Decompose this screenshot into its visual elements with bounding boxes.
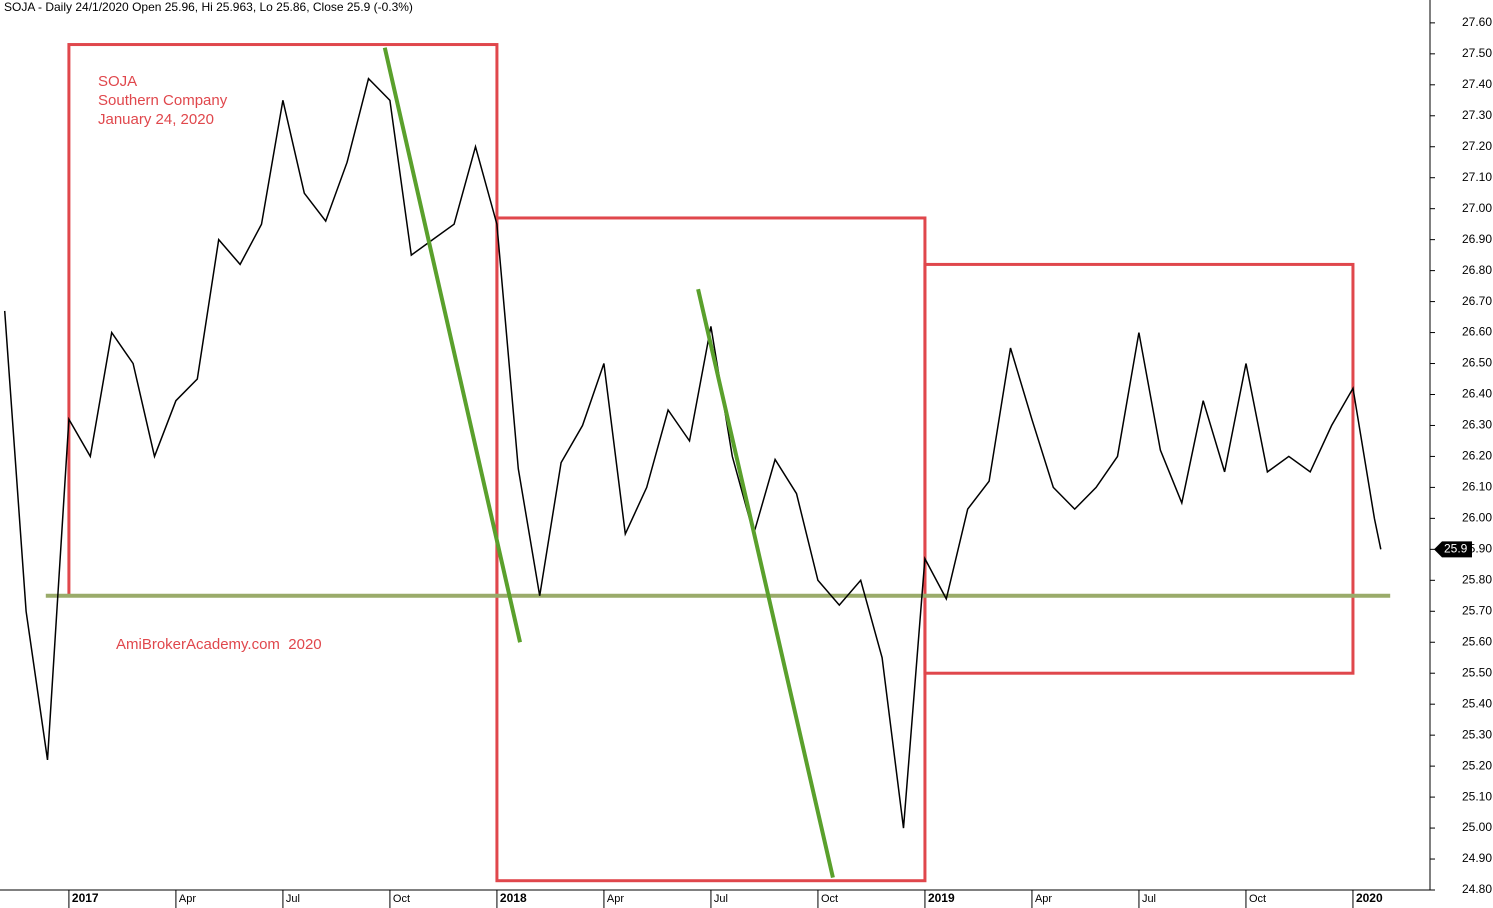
y-tick-label: 27.30: [1462, 108, 1492, 122]
y-tick-label: 25.40: [1462, 696, 1492, 710]
last-close-marker: [1434, 541, 1472, 558]
y-tick-label: 24.80: [1462, 882, 1492, 896]
y-tick-label: 26.00: [1462, 511, 1492, 525]
trendline: [382, 47, 522, 643]
y-tick-label: 24.90: [1462, 851, 1492, 865]
last-close-label: 25.9: [1444, 542, 1468, 556]
y-tick-label: 26.90: [1462, 232, 1492, 246]
y-tick-label: 27.00: [1462, 201, 1492, 215]
y-tick-label: 27.20: [1462, 139, 1492, 153]
y-tick-label: 26.30: [1462, 418, 1492, 432]
trendline: [696, 288, 835, 879]
y-tick-label: 25.10: [1462, 789, 1492, 803]
x-tick-label: Jul: [714, 893, 728, 905]
price-line: [3, 77, 1382, 829]
y-tick-label: 27.10: [1462, 170, 1492, 184]
y-tick-label: 27.40: [1462, 77, 1492, 91]
y-tick-label: 25.70: [1462, 603, 1492, 617]
y-tick-label: 25.00: [1462, 820, 1492, 834]
x-tick-label: 2020: [1356, 891, 1383, 905]
y-tick-label: 25.50: [1462, 665, 1492, 679]
chart-title: SOJA - Daily 24/1/2020 Open 25.96, Hi 25…: [4, 0, 413, 14]
y-tick-label: 25.30: [1462, 727, 1492, 741]
y-tick-label: 26.50: [1462, 356, 1492, 370]
x-tick-label: Jul: [286, 893, 300, 905]
y-tick-label: 26.20: [1462, 449, 1492, 463]
x-tick-label: Apr: [179, 893, 196, 905]
y-tick-label: 26.40: [1462, 387, 1492, 401]
y-tick-label: 26.70: [1462, 294, 1492, 308]
y-tick-label: 26.80: [1462, 263, 1492, 277]
x-tick-label: 2017: [72, 891, 99, 905]
box: [923, 262, 1355, 675]
annotation: Southern Company: [98, 92, 228, 109]
y-tick-label: 25.20: [1462, 758, 1492, 772]
x-tick-label: Apr: [607, 893, 624, 905]
y-tick-label: 25.60: [1462, 634, 1492, 648]
x-tick-label: 2019: [928, 891, 955, 905]
annotation: SOJA: [98, 73, 137, 90]
x-tick-label: Jul: [1142, 893, 1156, 905]
annotation: AmiBrokerAcademy.com 2020: [116, 636, 322, 653]
y-tick-label: 27.50: [1462, 46, 1492, 60]
annotation: January 24, 2020: [98, 111, 214, 128]
x-tick-label: Apr: [1035, 893, 1052, 905]
y-tick-label: 26.10: [1462, 480, 1492, 494]
y-tick-label: 25.80: [1462, 572, 1492, 586]
y-tick-label: 26.60: [1462, 325, 1492, 339]
x-tick-label: Oct: [393, 893, 410, 905]
x-tick-label: 2018: [500, 891, 527, 905]
x-tick-label: Oct: [821, 893, 838, 905]
x-tick-label: Oct: [1249, 893, 1266, 905]
y-tick-label: 27.60: [1462, 15, 1492, 29]
